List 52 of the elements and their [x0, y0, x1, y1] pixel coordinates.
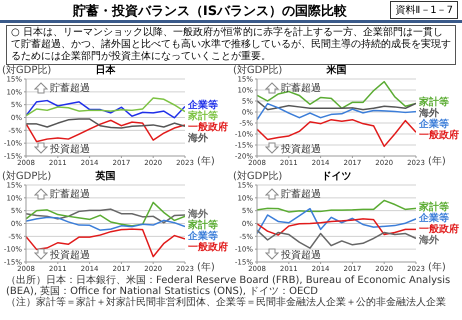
series-label: 家計等 — [419, 202, 449, 214]
series-label: 海外 — [419, 108, 439, 120]
x-axis-title: (年) — [197, 156, 215, 167]
series-label: 家計等 — [188, 111, 218, 122]
line-series — [26, 208, 185, 224]
line-series — [257, 200, 416, 213]
x-axis-title: (年) — [428, 156, 446, 167]
series-label: 企業等 — [188, 100, 218, 112]
line-series — [26, 118, 185, 129]
chart-title: 米国 — [326, 65, 346, 76]
y-axis-title: (対GDP比) — [233, 64, 282, 76]
series-label: 企業等 — [419, 213, 449, 224]
series-label: 一般政府 — [419, 130, 459, 142]
line-series — [257, 229, 416, 249]
line-series — [26, 202, 185, 227]
series-label: 一般政府 — [188, 122, 228, 134]
text: ○ 日本は、リーマンショック以降、一般政府が恒常的に赤字を計上する一方、企業部門は一貫して貯蓄超過、かつ、諸外国と比べても高い水準で推移しているが、民間主導の持続的成長を実現するためには企業部門が投資主体になっていくことが重要。 — [6, 25, 456, 65]
x-axis-title: (年) — [197, 262, 215, 273]
line-series — [257, 102, 416, 120]
text: （注）家計等＝家計＋対家計民間非営利団体、企業等＝民間非金融法人企業＋公的非金融法人企業 — [6, 297, 447, 308]
line-series — [257, 100, 416, 110]
y-axis-title: (対GDP比) — [2, 170, 52, 182]
chart-title: 日本 — [96, 65, 116, 76]
annotation: 投資超過 — [50, 142, 90, 156]
y-axis-title: (対GDP比) — [2, 64, 52, 76]
x-axis-title: (年) — [428, 262, 446, 273]
text: （出所）日本：日本銀行、米国：Federal Reserve Board (FRB), Bureau of Economic Analysis (BEA), 英国：Office for National Statistics (ONS), ドイツ：OECD — [6, 275, 452, 297]
series-label: 海外 — [188, 209, 208, 220]
chart-title: ドイツ — [322, 171, 352, 182]
chart-title: 英国 — [96, 171, 116, 182]
annotation: 投資超過 — [281, 248, 321, 262]
annotation: 投資超過 — [281, 142, 321, 156]
series-label: 家計等 — [419, 97, 449, 108]
series-label: 企業等 — [419, 119, 449, 130]
annotation: 投資超過 — [50, 248, 90, 262]
series-label: 海外 — [419, 235, 439, 246]
text: 貯蓄・投資バランス（ISバランス）の国際比較 — [72, 2, 348, 20]
series-label: 一般政府 — [419, 224, 459, 236]
text: 資料Ⅱ－1－7 — [390, 1, 458, 19]
series-label: 海外 — [188, 133, 208, 144]
line-series — [26, 216, 185, 231]
annotation: 貯蓄超過 — [281, 82, 321, 95]
series-label: 企業等 — [188, 231, 218, 242]
annotation: 貯蓄超過 — [50, 82, 90, 95]
line-series — [257, 208, 416, 234]
annotation: 貯蓄超過 — [50, 188, 90, 201]
line-series — [257, 80, 416, 110]
line-series — [257, 218, 416, 236]
series-label: 一般政府 — [188, 242, 228, 254]
annotation: 貯蓄超過 — [281, 188, 321, 201]
y-axis-title: (対GDP比) — [233, 170, 282, 182]
series-label: 家計等 — [188, 220, 218, 232]
